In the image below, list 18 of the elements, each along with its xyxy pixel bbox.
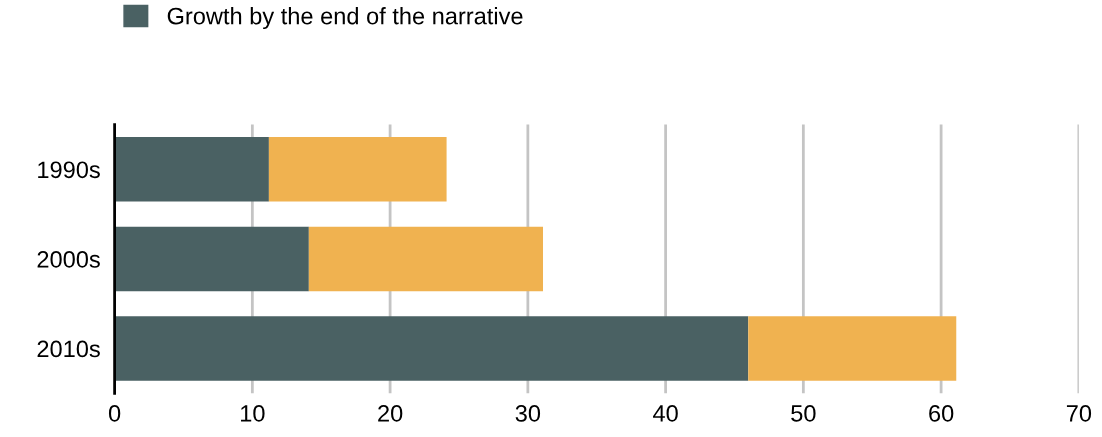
x-tick-label: 50: [791, 405, 816, 422]
bar: [114, 316, 749, 381]
x-tick-label: 0: [108, 405, 121, 422]
x-tick-label: 40: [653, 405, 678, 422]
x-tick-label: 60: [929, 405, 954, 422]
y-tick-label: 2000s: [37, 250, 100, 268]
bar: [308, 226, 544, 292]
x-tick-label: 70: [1066, 405, 1092, 422]
bar: [748, 316, 957, 381]
bar: [268, 137, 447, 202]
x-tick-label: 10: [241, 405, 265, 422]
y-tick-label: 1990s: [38, 161, 100, 179]
legend-label: Growth by the end of the narrative: [167, 7, 523, 30]
bar: [114, 226, 309, 292]
x-tick-label: 30: [515, 405, 541, 422]
bar: [114, 137, 269, 202]
x-tick-label: 20: [378, 405, 403, 422]
y-tick-label: 2010s: [37, 340, 100, 358]
